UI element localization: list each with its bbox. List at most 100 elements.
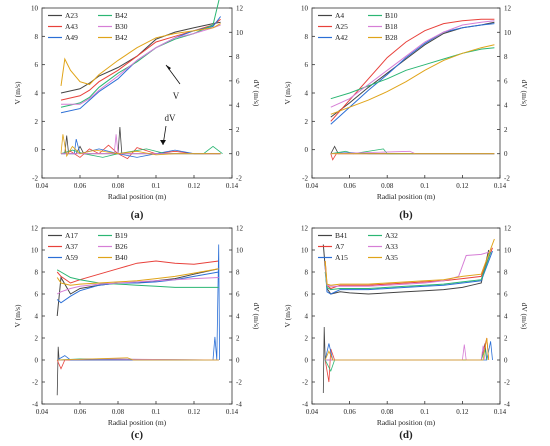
chart-panel-1: 0.04 0.06 0.08 0.1 0.12 0.14-20246810-2024681… (13, 0, 261, 221)
x-tick-label: 0.08 (112, 182, 125, 190)
annotation-v: V (173, 91, 180, 101)
y-tick-label: 6 (35, 61, 39, 69)
y2-tick-label: 10 (504, 29, 512, 37)
y2-tick-label: 2 (236, 126, 240, 134)
x-tick-label: 0.06 (343, 408, 356, 416)
legend-label: A42 (335, 33, 348, 42)
dv-line-b42 (60, 134, 221, 158)
x-tick-label: 0.12 (188, 182, 201, 190)
x-axis-label: Radial position (m) (377, 192, 436, 201)
x-tick-label: 0.04 (306, 408, 319, 416)
y2-tick-label: 2 (504, 335, 508, 343)
y2-tick-label: 0 (504, 357, 508, 365)
legend-label: B19 (115, 231, 128, 240)
y2-tick-label: 8 (504, 269, 508, 277)
x-tick-label: 0.06 (343, 182, 356, 190)
series-line-a37 (56, 260, 219, 284)
x-tick-label: 0.08 (381, 182, 394, 190)
x-tick-label: 0.1 (420, 182, 429, 190)
y-axis-label: V (m/s) (13, 304, 22, 327)
y-tick-label: 10 (31, 5, 39, 13)
x-axis-label: Radial position (m) (108, 418, 167, 427)
y2-tick-label: 10 (236, 29, 244, 37)
legend-label: B42 (115, 33, 128, 42)
x-tick-label: 0.04 (36, 182, 49, 190)
y2-tick-label: 12 (504, 5, 512, 13)
y-tick-label: 2 (305, 118, 309, 126)
series-line-a7 (324, 247, 493, 290)
y2-axis-label: dV (m/s) (520, 303, 529, 330)
y2-axis-label: dV (m/s) (520, 80, 529, 107)
y2-axis-label: dV (m/s) (252, 303, 261, 330)
x-tick-label: 0.14 (494, 182, 507, 190)
y-tick-label: -2 (32, 175, 38, 183)
legend-label: B40 (115, 253, 128, 262)
legend-label: A35 (385, 253, 398, 262)
annotation-arrowhead (166, 65, 171, 70)
y-tick-label: 10 (301, 247, 309, 255)
y-tick-label: 6 (305, 61, 309, 69)
dv-line-a15 (324, 341, 493, 361)
y-tick-label: 2 (305, 335, 309, 343)
y-tick-label: 4 (35, 313, 39, 321)
y-tick-label: 8 (305, 269, 309, 277)
y2-tick-label: 10 (236, 247, 244, 255)
legend-label: B28 (385, 33, 398, 42)
x-tick-label: 0.14 (494, 408, 507, 416)
y-tick-label: -2 (302, 175, 308, 183)
panel-caption: (d) (399, 429, 413, 441)
y-axis-label: V (m/s) (13, 81, 22, 104)
legend-label: A33 (385, 242, 398, 251)
y2-tick-label: 4 (236, 313, 240, 321)
series-line-a33 (324, 251, 489, 287)
series-line-b19 (56, 269, 219, 288)
panel-caption: (b) (399, 209, 413, 221)
x-tick-label: 0.12 (456, 408, 469, 416)
x-tick-label: 0.12 (188, 408, 201, 416)
x-tick-label: 0.06 (74, 408, 87, 416)
chart-panel-3: 0.04 0.06 0.08 0.1 0.12 0.14-4-2024681012-4-2… (13, 225, 261, 442)
y2-tick-label: 6 (504, 291, 508, 299)
panel-caption: (a) (131, 209, 144, 221)
y-tick-label: -4 (32, 401, 38, 409)
legend-label: A49 (65, 33, 78, 42)
y-tick-label: 0 (35, 146, 39, 154)
y-tick-label: 2 (35, 118, 39, 126)
y2-tick-label: 0 (504, 150, 508, 158)
x-tick-label: 0.1 (152, 408, 161, 416)
y-axis-label: V (m/s) (283, 81, 292, 104)
series-line-a42 (330, 23, 495, 125)
legend-label: B10 (385, 11, 398, 20)
y-tick-label: 2 (35, 335, 39, 343)
series-line-b40 (56, 268, 219, 286)
y-tick-label: 6 (305, 291, 309, 299)
y2-tick-label: 6 (504, 77, 508, 85)
series-line-a32 (324, 252, 492, 291)
legend-label: A25 (335, 22, 348, 31)
y-tick-label: -2 (302, 379, 308, 387)
legend-label: A4 (335, 11, 344, 20)
x-axis-label: Radial position (m) (108, 192, 167, 201)
y2-tick-label: -2 (504, 379, 510, 387)
series-line-a35 (324, 238, 495, 286)
y2-tick-label: 8 (236, 53, 240, 61)
dv-line-b30 (61, 134, 221, 155)
series-line-a15 (324, 250, 493, 295)
legend-label: A7 (335, 242, 344, 251)
y2-tick-label: 2 (504, 126, 508, 134)
legend-label: B18 (385, 22, 398, 31)
annotation-dv: dV (165, 113, 177, 123)
dv-line-a25 (330, 153, 495, 161)
y-tick-label: 4 (305, 313, 309, 321)
legend-label: A17 (65, 231, 78, 240)
legend-label: A23 (65, 11, 78, 20)
legend-label: A43 (65, 22, 78, 31)
dv-line-a35 (324, 337, 490, 361)
y2-tick-label: 4 (504, 102, 508, 110)
y-tick-label: 8 (305, 33, 309, 41)
y2-tick-label: 12 (504, 225, 512, 233)
y2-tick-label: 2 (236, 335, 240, 343)
y-tick-label: 4 (305, 90, 309, 98)
y-tick-label: 0 (305, 146, 309, 154)
